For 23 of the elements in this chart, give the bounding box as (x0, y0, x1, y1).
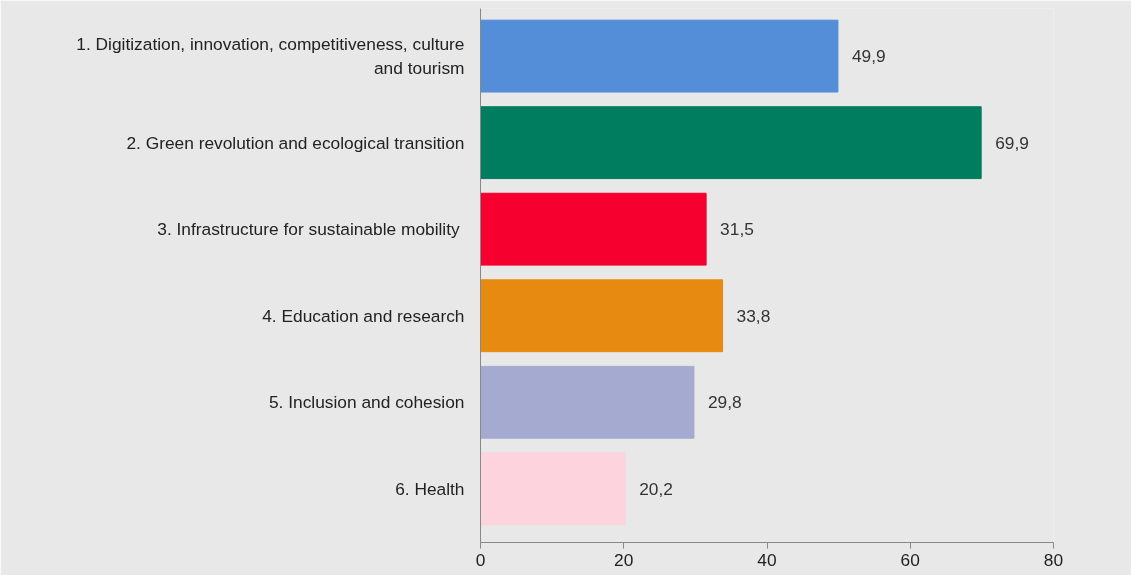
data-label: 69,9 (995, 132, 1029, 153)
y-tick-label: 6. Health (395, 478, 465, 499)
x-tick-label: 60 (900, 549, 920, 570)
x-tick-label: 80 (1043, 549, 1064, 570)
y-tick-label: 2. Green revolution and ecological transition (126, 132, 465, 153)
data-label: 33,8 (736, 305, 771, 326)
y-tick-label: 4. Education and research (262, 305, 465, 326)
bar (480, 192, 707, 266)
data-label: 20,2 (639, 478, 673, 499)
y-tick-label: 5. Inclusion and cohesion (268, 392, 465, 413)
x-tick-label: 40 (757, 549, 777, 570)
bar (480, 365, 695, 439)
data-label: 49,9 (851, 46, 886, 67)
bar (480, 19, 839, 93)
x-tick-label: 20 (614, 549, 634, 570)
data-label: 29,8 (707, 392, 742, 413)
data-label: 31,5 (720, 219, 754, 240)
x-tick-label: 0 (475, 549, 486, 570)
bar (480, 106, 982, 180)
y-tick-label: 3. Infrastructure for sustainable mobility (157, 219, 461, 240)
bar (480, 279, 724, 353)
y-tick-label: 1. Digitization, innovation, competitiveness, culture and tourism (76, 34, 465, 79)
bar (480, 452, 626, 526)
